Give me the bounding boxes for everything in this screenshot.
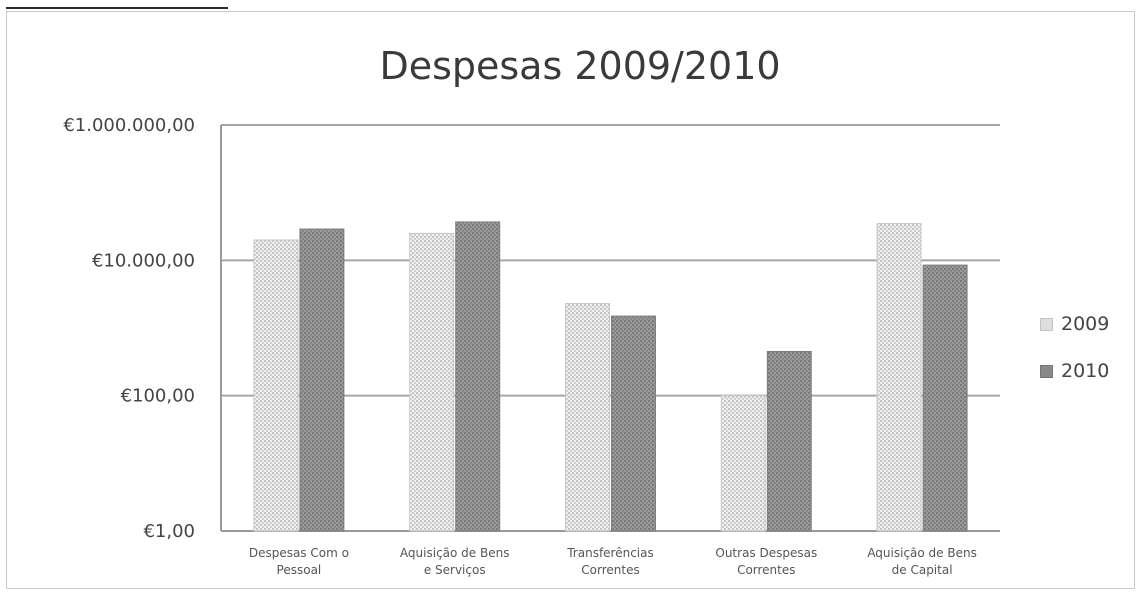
bar-2010 <box>922 264 968 532</box>
bar-2009 <box>876 223 922 532</box>
x-tick-label: Transferências Correntes <box>566 546 654 577</box>
legend-swatch-2010 <box>1040 364 1053 378</box>
chart-title: Despesas 2009/2010 <box>379 44 781 88</box>
y-tick-label: €100,00 <box>121 386 195 407</box>
bar-2010 <box>611 315 656 532</box>
legend-swatch-2009 <box>1040 317 1053 331</box>
chart-frame <box>6 11 1135 589</box>
x-tick-label: Outras Despesas Correntes <box>715 546 817 577</box>
y-tick-label: €1,00 <box>143 521 195 542</box>
top-border-line <box>6 7 228 9</box>
bar-2010 <box>766 350 812 532</box>
bar-2010 <box>455 221 501 532</box>
x-tick-label: Aquisição de Bens de Capital <box>867 546 977 577</box>
y-tick-label: €1.000.000,00 <box>63 115 195 136</box>
bar-2009 <box>253 239 299 532</box>
legend-item-2010: 2010 <box>1040 359 1109 383</box>
bar-2009 <box>720 395 766 532</box>
bar-2010 <box>299 228 345 532</box>
legend-label-2009: 2009 <box>1061 313 1110 335</box>
bar-2009 <box>565 303 610 532</box>
x-tick-label: Aquisição de Bens e Serviços <box>400 546 510 577</box>
y-tick-label: €10.000,00 <box>92 250 195 271</box>
legend-label-2010: 2010 <box>1061 360 1110 382</box>
bar-2009 <box>409 232 455 532</box>
x-tick-label: Despesas Com o Pessoal <box>249 546 349 577</box>
legend-item-2009: 2009 <box>1040 312 1109 336</box>
